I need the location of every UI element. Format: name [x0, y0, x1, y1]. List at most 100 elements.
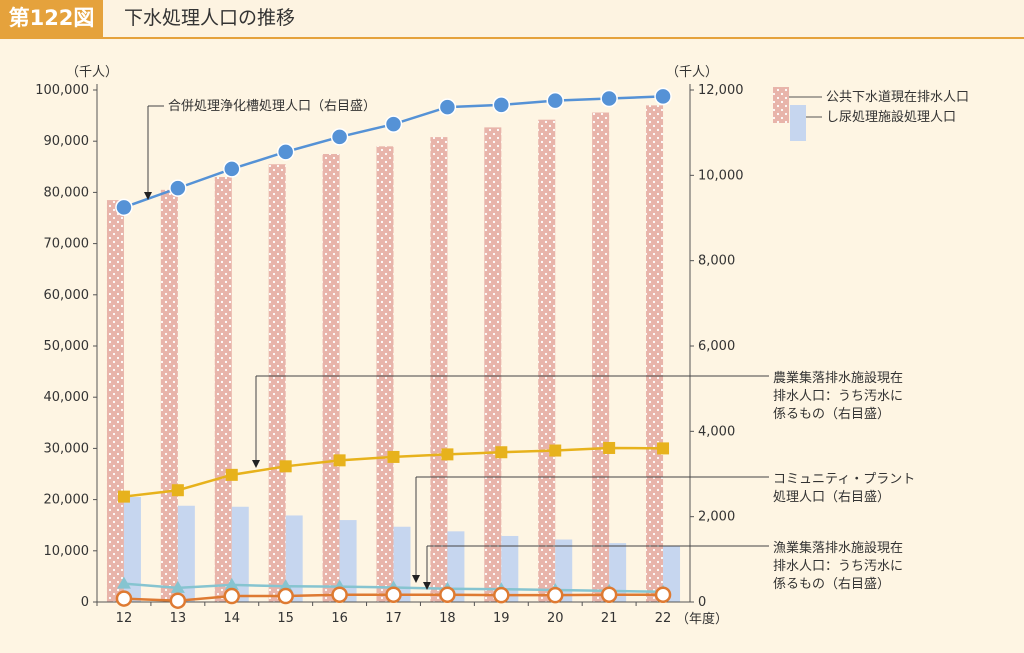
right-tick-label: 12,000 — [698, 83, 744, 98]
left-tick-label: 20,000 — [44, 493, 90, 508]
point-community — [224, 577, 239, 590]
point-gappei — [330, 128, 349, 146]
bar-night-soil — [231, 506, 249, 602]
point-nogyo — [279, 460, 292, 473]
header-rule — [0, 37, 1024, 39]
annotation-gyogyo-2: 排水人口：うち汚水に — [773, 559, 903, 574]
left-tick-label: 0 — [81, 595, 89, 610]
arrow-gyogyo — [423, 582, 431, 590]
x-axis-label: （年度） — [676, 611, 728, 627]
right-tick-label: 0 — [698, 595, 706, 610]
bar-night-soil — [123, 497, 141, 602]
x-tick-label: 20 — [547, 611, 564, 626]
point-gyogyo — [223, 587, 241, 605]
legend-label-night-soil: し尿処理施設処理人口 — [826, 109, 956, 125]
figure-number: 第122図 — [0, 0, 103, 37]
bar-night-soil — [447, 531, 465, 602]
bar-night-soil — [555, 539, 573, 602]
annotation-gyogyo-3: 係るもの（右目盛） — [773, 577, 890, 592]
point-nogyo — [441, 448, 454, 461]
annotation-gappei: 合併処理浄化槽処理人口（右目盛） — [168, 99, 376, 114]
point-gappei — [654, 87, 672, 106]
right-tick-label: 10,000 — [698, 168, 744, 183]
point-gappei — [223, 160, 241, 178]
bar-sewer — [214, 177, 232, 603]
left-tick-label: 50,000 — [44, 339, 90, 354]
x-tick-label: 17 — [385, 611, 402, 626]
bar-night-soil — [285, 515, 303, 602]
point-gappei — [169, 179, 187, 197]
point-gyogyo — [115, 590, 133, 607]
x-tick-label: 21 — [601, 611, 618, 626]
x-tick-label: 19 — [493, 611, 510, 626]
point-gyogyo — [439, 586, 456, 603]
x-tick-label: 14 — [223, 611, 240, 626]
point-nogyo — [603, 441, 616, 454]
bar-night-soil — [339, 520, 357, 602]
point-nogyo — [225, 468, 238, 481]
arrow-community — [412, 575, 420, 583]
left-tick-label: 10,000 — [44, 544, 90, 559]
point-nogyo — [171, 484, 184, 497]
bar-night-soil — [177, 505, 195, 602]
bar-sewer — [646, 105, 664, 603]
left-tick-label: 80,000 — [44, 185, 90, 200]
left-tick-label: 30,000 — [44, 441, 90, 456]
point-nogyo — [333, 454, 346, 467]
annotation-gyogyo-1: 漁業集落排水施設現在 — [773, 540, 903, 556]
point-gyogyo — [600, 586, 618, 603]
x-tick-label: 22 — [655, 611, 672, 626]
legend-swatch-sewer — [773, 87, 789, 123]
right-tick-label: 6,000 — [698, 339, 735, 354]
left-tick-label: 60,000 — [44, 288, 90, 303]
x-tick-label: 16 — [331, 611, 348, 626]
annotation-community-1: コミュニティ・プラント — [773, 472, 915, 487]
left-tick-label: 40,000 — [44, 390, 90, 405]
left-tick-label: 90,000 — [44, 134, 90, 149]
bar-sewer — [376, 146, 394, 602]
point-nogyo — [495, 446, 508, 459]
point-gyogyo — [277, 587, 294, 605]
point-gyogyo — [331, 586, 348, 603]
axis-layer: 0 10,000 20,000 30,000 40,000 50,000 60,000 70,… — [35, 83, 743, 626]
bar-layer — [106, 105, 681, 603]
x-tick-label: 12 — [116, 611, 133, 626]
point-community — [116, 576, 131, 589]
point-nogyo — [657, 442, 670, 455]
legend: 公共下水道現在排水人口 し尿処理施設処理人口 — [773, 87, 969, 141]
point-nogyo — [549, 444, 562, 457]
figure-title: 下水処理人口の推移 — [124, 7, 296, 29]
bar-night-soil — [609, 543, 627, 602]
point-gyogyo — [169, 592, 187, 609]
x-tick-label: 15 — [277, 611, 294, 626]
point-gappei — [600, 89, 618, 108]
point-gappei — [546, 91, 564, 110]
bar-sewer — [322, 154, 340, 602]
bar-sewer — [484, 127, 502, 602]
legend-label-sewer: 公共下水道現在排水人口 — [826, 90, 969, 105]
bar-sewer — [430, 137, 448, 602]
legend-swatch-night-soil — [790, 105, 806, 141]
arrow-gappei — [144, 192, 152, 200]
line-layer — [115, 87, 672, 609]
point-nogyo — [117, 490, 130, 503]
left-tick-label: 70,000 — [44, 237, 90, 252]
left-axis-unit: （千人） — [66, 65, 118, 80]
point-gappei — [384, 115, 403, 133]
annotation-community-2: 処理人口（右目盛） — [773, 490, 890, 505]
annotation-nogyo-3: 係るもの（右目盛） — [773, 407, 890, 422]
right-tick-label: 4,000 — [698, 424, 735, 439]
point-gyogyo — [385, 586, 402, 603]
bar-sewer — [538, 119, 556, 603]
x-tick-label: 13 — [170, 611, 187, 626]
point-gappei — [276, 143, 295, 161]
annotation-nogyo-1: 農業集落排水施設現在 — [773, 370, 903, 386]
annotation-nogyo-2: 排水人口：うち汚水に — [773, 389, 903, 404]
point-gyogyo — [493, 586, 510, 604]
point-gappei — [115, 198, 133, 217]
point-gyogyo — [546, 586, 564, 604]
arrow-nogyo — [252, 460, 260, 468]
point-gyogyo — [654, 586, 672, 603]
figure-header: 第122図 下水処理人口の推移 — [0, 0, 1024, 39]
point-gappei — [438, 98, 457, 116]
